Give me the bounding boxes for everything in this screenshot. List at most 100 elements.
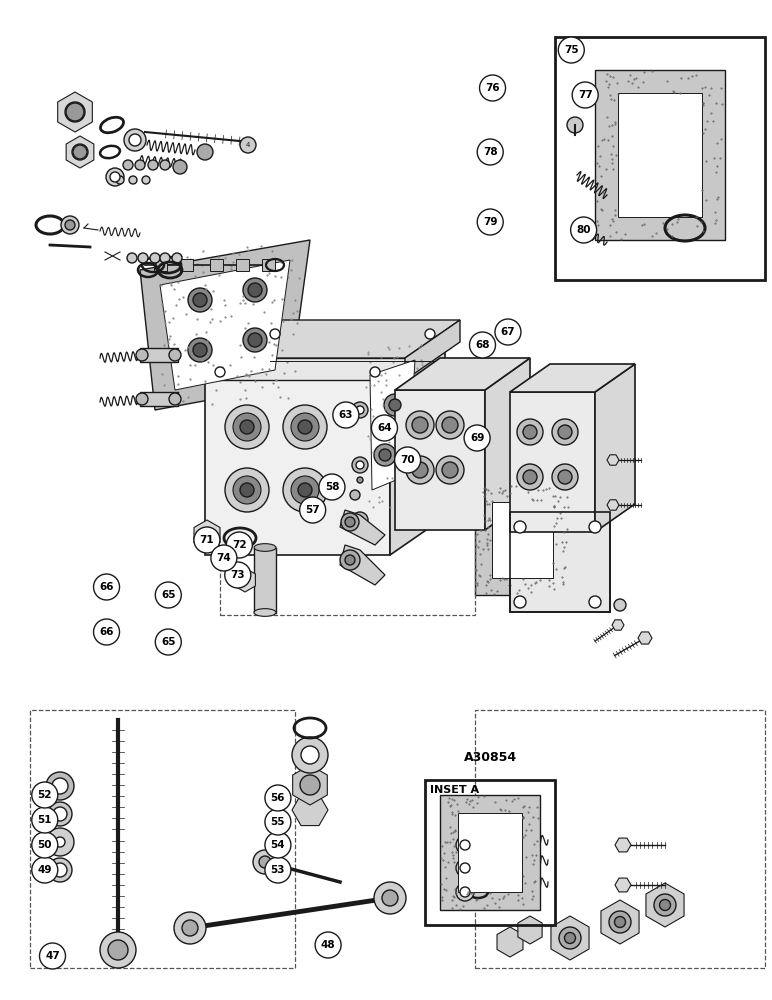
Text: 56: 56 (271, 793, 285, 803)
Circle shape (341, 513, 359, 531)
Circle shape (39, 943, 66, 969)
Circle shape (319, 474, 345, 500)
Circle shape (298, 483, 312, 497)
Circle shape (265, 809, 291, 835)
Circle shape (371, 415, 398, 441)
Polygon shape (607, 455, 619, 465)
Text: 68: 68 (476, 340, 489, 350)
Text: 51: 51 (38, 815, 52, 825)
Circle shape (124, 129, 146, 151)
Circle shape (352, 402, 368, 418)
Circle shape (352, 512, 368, 528)
Bar (510, 512, 610, 612)
Circle shape (155, 629, 181, 655)
Polygon shape (646, 883, 684, 927)
Circle shape (188, 338, 212, 362)
Polygon shape (293, 765, 327, 805)
Circle shape (270, 329, 280, 339)
Circle shape (456, 836, 474, 854)
Circle shape (66, 103, 84, 121)
Circle shape (394, 447, 421, 473)
Text: 57: 57 (306, 505, 320, 515)
Circle shape (514, 521, 526, 533)
Circle shape (559, 927, 581, 949)
Circle shape (552, 464, 578, 490)
Polygon shape (66, 136, 94, 168)
Polygon shape (205, 380, 390, 555)
Circle shape (425, 329, 435, 339)
Circle shape (523, 470, 537, 484)
Circle shape (615, 916, 625, 928)
Circle shape (654, 894, 676, 916)
Circle shape (243, 328, 267, 352)
Circle shape (517, 464, 543, 490)
Circle shape (52, 778, 68, 794)
Circle shape (259, 856, 271, 868)
Circle shape (150, 253, 160, 263)
Polygon shape (551, 916, 589, 960)
Circle shape (558, 470, 572, 484)
Circle shape (374, 444, 396, 466)
Circle shape (48, 858, 72, 882)
Circle shape (333, 402, 359, 428)
Circle shape (340, 550, 360, 570)
Text: 74: 74 (216, 553, 232, 563)
Circle shape (32, 782, 58, 808)
Text: 71: 71 (200, 535, 214, 545)
Bar (440, 795, 540, 910)
Circle shape (406, 456, 434, 484)
Circle shape (173, 160, 187, 174)
Bar (180, 259, 193, 271)
Bar (220, 435, 475, 615)
Circle shape (350, 490, 360, 500)
Polygon shape (235, 568, 256, 592)
Polygon shape (340, 510, 385, 545)
Circle shape (370, 367, 380, 377)
Circle shape (442, 462, 458, 478)
Text: 77: 77 (577, 90, 593, 100)
Polygon shape (205, 342, 445, 380)
Circle shape (460, 840, 470, 850)
Circle shape (589, 596, 601, 608)
Circle shape (514, 596, 526, 608)
Text: 63: 63 (339, 410, 353, 420)
Circle shape (248, 333, 262, 347)
Circle shape (32, 807, 58, 833)
Polygon shape (140, 240, 310, 410)
Circle shape (243, 278, 267, 302)
Circle shape (374, 882, 406, 914)
Circle shape (283, 468, 327, 512)
Circle shape (614, 599, 626, 611)
Ellipse shape (254, 544, 276, 551)
Text: 64: 64 (378, 423, 391, 433)
Circle shape (283, 405, 327, 449)
Circle shape (188, 288, 212, 312)
Bar (475, 485, 570, 595)
Circle shape (248, 283, 262, 297)
Circle shape (300, 497, 326, 523)
Circle shape (61, 216, 79, 234)
Circle shape (53, 807, 67, 821)
Circle shape (110, 172, 120, 182)
Polygon shape (615, 838, 631, 852)
Bar (555, 37, 765, 280)
Circle shape (155, 582, 181, 608)
Text: 52: 52 (38, 790, 52, 800)
Bar (254, 548, 276, 612)
Polygon shape (194, 520, 220, 550)
Circle shape (138, 253, 148, 263)
Circle shape (384, 394, 406, 416)
Circle shape (558, 425, 572, 439)
Circle shape (558, 37, 584, 63)
Polygon shape (405, 320, 460, 380)
Text: 54: 54 (271, 840, 285, 850)
Text: 55: 55 (271, 817, 285, 827)
Circle shape (460, 887, 470, 897)
Circle shape (589, 521, 601, 533)
Polygon shape (390, 342, 445, 555)
Circle shape (357, 477, 363, 483)
Circle shape (382, 890, 398, 906)
Circle shape (291, 413, 319, 441)
Bar (210, 259, 223, 271)
Circle shape (72, 144, 88, 160)
